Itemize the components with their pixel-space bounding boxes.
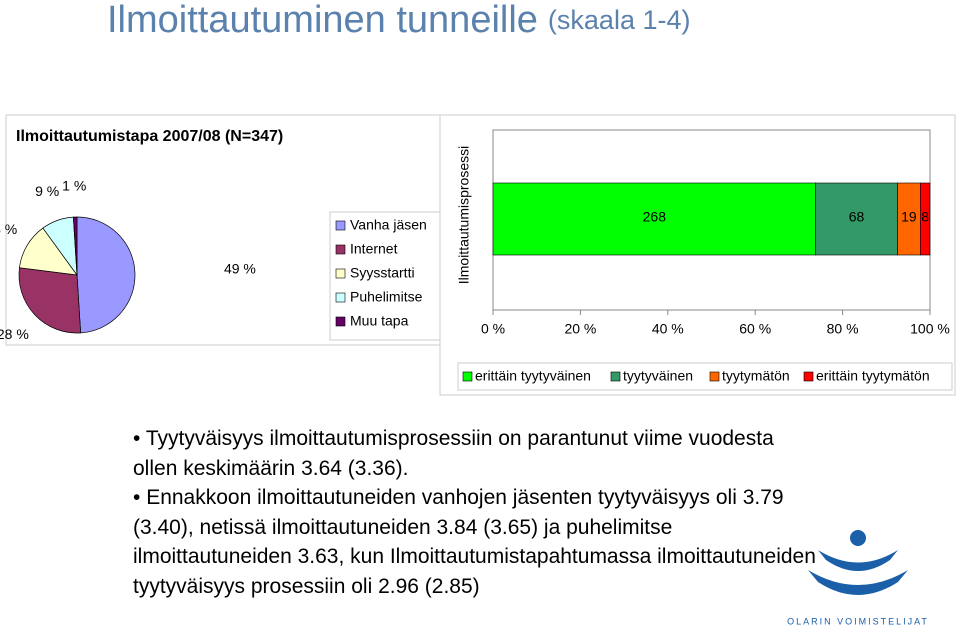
- bullet-list: • Tyytyväisyys ilmoittautumisprosessiin …: [133, 424, 823, 601]
- legend-label: erittäin tyytymätön: [816, 368, 930, 384]
- pie-title: Ilmoittautumistapa 2007/08 (N=347): [16, 128, 283, 145]
- data-label: 19: [901, 209, 917, 225]
- legend-label: Internet: [350, 241, 398, 257]
- legend-swatch: [803, 371, 814, 382]
- bullet: • Tyytyväisyys ilmoittautumisprosessiin …: [133, 427, 774, 480]
- logo-arc: [818, 550, 898, 571]
- bar-segment: [815, 182, 898, 256]
- pie-slice: [76, 216, 136, 334]
- legend-label: tyytymätön: [722, 368, 790, 384]
- pie-label: 13 %: [0, 221, 17, 237]
- bar-segment: [920, 182, 931, 256]
- x-tick-label: 60 %: [739, 321, 771, 337]
- data-label: 268: [643, 209, 667, 225]
- x-tick-label: 40 %: [652, 321, 684, 337]
- data-label: 68: [849, 209, 865, 225]
- legend-label: Muu tapa: [350, 313, 409, 329]
- pie-slice: [18, 267, 82, 334]
- pie-slice: [72, 216, 78, 276]
- logo-text: OLARIN VOIMISTELIJAT: [787, 616, 929, 626]
- legend-swatch: [462, 371, 473, 382]
- logo-head: [850, 530, 866, 546]
- legend-swatch: [335, 292, 346, 303]
- x-tick-label: 20 %: [564, 321, 596, 337]
- logo: OLARIN VOIMISTELIJAT: [787, 530, 929, 626]
- legend-swatch: [709, 371, 720, 382]
- pie-label: 9 %: [35, 183, 59, 199]
- legend-swatch: [335, 220, 346, 231]
- bullet-text: Tyytyväisyys ilmoittautumisprosessiin on…: [133, 427, 774, 480]
- legend-label: tyytyväinen: [623, 368, 693, 384]
- y-axis-label: Ilmoittautumisprosessi: [456, 146, 472, 285]
- bullet-text: Ennakkoon ilmoittautuneiden vanhojen jäs…: [133, 486, 816, 598]
- legend-label: erittäin tyytyväinen: [475, 368, 591, 384]
- legend-swatch: [335, 244, 346, 255]
- legend-label: Syysstartti: [350, 265, 415, 281]
- data-label: 8: [921, 209, 929, 225]
- legend-swatch: [335, 268, 346, 279]
- bar-segment: [492, 182, 816, 256]
- logo-arc: [808, 570, 908, 595]
- pie-legend: [329, 211, 441, 341]
- legend-swatch: [335, 316, 346, 327]
- title-suffix: (skaala 1-4): [548, 5, 691, 35]
- legend-label: Vanha jäsen: [350, 217, 427, 233]
- pie-label: 1 %: [62, 178, 86, 194]
- x-tick-label: 100 %: [910, 321, 950, 337]
- title-main: Ilmoittautuminen tunneille: [107, 0, 538, 41]
- pie-label: 49 %: [224, 261, 256, 277]
- legend-swatch: [610, 371, 621, 382]
- slide-title: Ilmoittautuminen tunneille (skaala 1-4): [107, 0, 690, 41]
- pie-label: 28 %: [0, 326, 29, 342]
- bullet: • Ennakkoon ilmoittautuneiden vanhojen j…: [133, 486, 816, 598]
- legend-label: Puhelimitse: [350, 289, 423, 305]
- x-tick-label: 80 %: [827, 321, 859, 337]
- x-tick-label: 0 %: [481, 321, 505, 337]
- bar-legend: [457, 362, 953, 391]
